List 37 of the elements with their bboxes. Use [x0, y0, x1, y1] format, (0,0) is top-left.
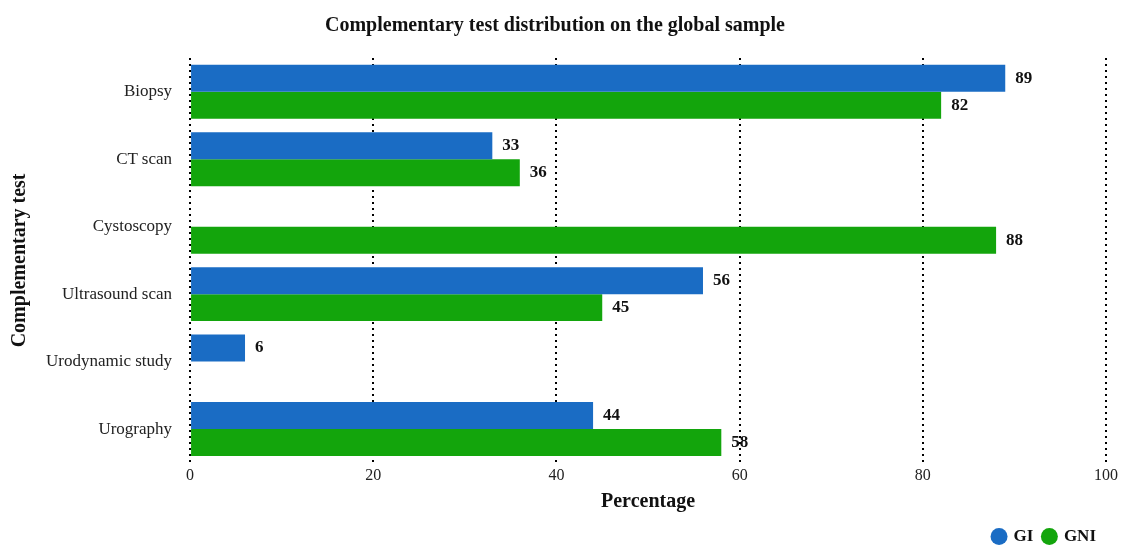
bar [191, 132, 493, 160]
x-tick-label: 0 [186, 465, 195, 483]
data-label: 6 [255, 337, 264, 357]
bar [191, 429, 722, 457]
bar [191, 226, 997, 254]
y-axis-title: Complementary test [7, 173, 31, 348]
y-tick-label: Cystoscopy [92, 216, 173, 236]
data-label: 88 [1006, 229, 1024, 249]
data-label: 58 [731, 431, 749, 451]
data-label: 36 [529, 162, 547, 182]
data-label: 56 [712, 270, 730, 290]
data-label: 33 [502, 135, 520, 155]
y-tick-label: Urography [98, 418, 173, 438]
x-tick-label: 80 [914, 465, 931, 483]
data-label: 82 [951, 94, 969, 114]
bar [191, 64, 1006, 92]
chart-title: Complementary test distribution on the global sample [325, 13, 786, 37]
x-tick-label: 100 [1094, 465, 1118, 483]
x-tick-label: 20 [365, 465, 382, 483]
data-label: 44 [603, 404, 621, 424]
bar [191, 334, 246, 362]
x-tick-label: 60 [731, 465, 748, 483]
data-label: 89 [1015, 67, 1033, 87]
x-tick-label: 40 [548, 465, 565, 483]
bar [191, 294, 603, 322]
y-tick-label: CT scan [116, 148, 173, 168]
legend-label: GI [1013, 525, 1034, 545]
data-label: 45 [612, 297, 630, 317]
bar [191, 159, 520, 187]
y-tick-label: Ultrasound scan [62, 283, 173, 303]
y-tick-label: Urodynamic study [45, 351, 173, 371]
x-axis-title: Percentage [601, 489, 696, 513]
y-tick-label: Biopsy [123, 81, 173, 101]
bar [191, 402, 594, 430]
legend-label: GNI [1063, 525, 1097, 545]
bar [191, 267, 703, 295]
bar [191, 91, 942, 119]
